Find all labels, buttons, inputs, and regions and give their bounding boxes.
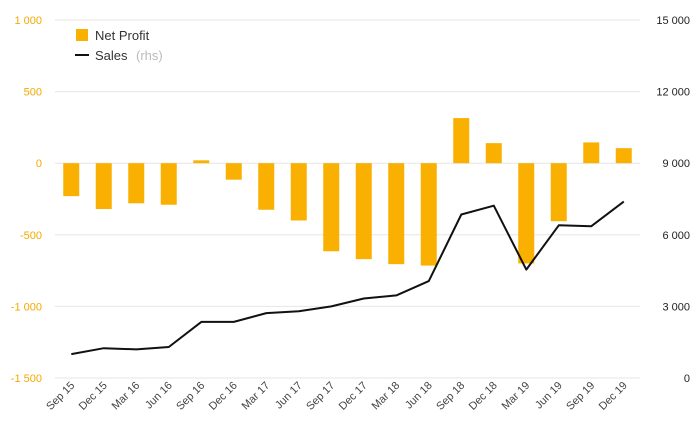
net-profit-bar — [485, 143, 502, 164]
net-profit-bar — [550, 163, 567, 222]
x-tick-label: Dec 15 — [77, 380, 110, 413]
x-tick-label: Mar 18 — [370, 380, 403, 413]
left-tick-label: 0 — [36, 158, 42, 170]
right-tick-label: 15 000 — [656, 15, 690, 27]
legend-swatch-net-profit — [76, 29, 88, 41]
net-profit-bar — [355, 163, 372, 260]
left-tick-label: -1 000 — [11, 301, 42, 313]
x-tick-label: Sep 19 — [564, 380, 597, 413]
right-tick-label: 9 000 — [662, 158, 690, 170]
x-tick-label: Jun 17 — [273, 380, 305, 412]
net-profit-bar — [258, 163, 275, 210]
x-tick-label: Dec 18 — [467, 380, 500, 413]
x-tick-label: Sep 17 — [304, 380, 337, 413]
x-tick-label: Jun 19 — [533, 380, 565, 412]
legend-sales-suffix: (rhs) — [136, 48, 163, 63]
legend: Net Profit Sales (rhs) — [75, 28, 163, 64]
x-tick-label: Dec 16 — [207, 380, 240, 413]
right-tick-label: 6 000 — [662, 230, 690, 242]
net-profit-bar — [420, 163, 437, 266]
right-tick-label: 0 — [684, 373, 690, 385]
net-profit-bar — [615, 148, 632, 164]
net-profit-bar — [63, 163, 80, 197]
x-tick-label: Dec 19 — [597, 380, 630, 413]
net-profit-bar — [323, 163, 340, 252]
left-tick-label: 500 — [24, 87, 42, 99]
right-tick-label: 3 000 — [662, 301, 690, 313]
left-tick-label: 1 000 — [14, 15, 42, 27]
legend-label-net-profit: Net Profit — [95, 28, 150, 43]
x-tick-label: Mar 17 — [240, 380, 273, 413]
left-tick-label: -500 — [20, 230, 42, 242]
x-tick-label: Mar 16 — [110, 380, 143, 413]
net-profit-bar — [453, 118, 470, 164]
x-tick-label: Sep 16 — [174, 380, 207, 413]
sales-line — [71, 200, 625, 356]
x-tick-label: Sep 18 — [434, 380, 467, 413]
net-profit-bar — [95, 163, 112, 210]
net-profit-bar — [193, 160, 210, 164]
net-profit-bar — [225, 163, 242, 180]
net-profit-bar — [388, 163, 405, 265]
left-tick-label: -1 500 — [11, 373, 42, 385]
x-tick-label: Jun 18 — [403, 380, 435, 412]
net-profit-bar — [128, 163, 145, 204]
x-tick-label: Sep 15 — [44, 380, 77, 413]
x-tick-label: Mar 19 — [500, 380, 533, 413]
gridlines — [55, 19, 640, 379]
sales-line-series — [71, 200, 625, 356]
x-tick-label: Jun 16 — [143, 380, 175, 412]
x-axis: Sep 15 Dec 15 Mar 16 Jun 16 Sep 16 Dec 16 Mar … — [44, 380, 630, 413]
legend-label-sales: Sales (rhs) — [95, 47, 163, 64]
net-profit-bar — [290, 163, 307, 221]
legend-sales-name: Sales — [95, 48, 128, 63]
net-profit-bar — [583, 142, 600, 164]
left-axis: 1 000 500 0 -500 -1 000 -1 500 — [11, 15, 42, 385]
right-axis: 15 000 12 000 9 000 6 000 3 000 0 — [656, 15, 690, 385]
net-profit-bar — [518, 163, 535, 264]
x-tick-label: Dec 17 — [337, 380, 370, 413]
net-profit-bar — [160, 163, 177, 205]
net-profit-bars — [63, 118, 632, 266]
right-tick-label: 12 000 — [656, 87, 690, 99]
